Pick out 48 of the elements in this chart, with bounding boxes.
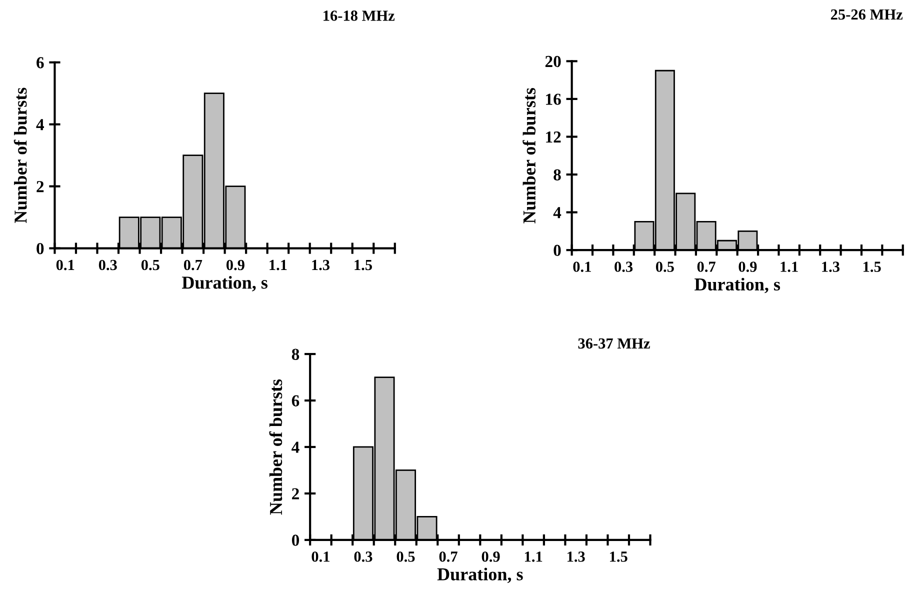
x-tick-label: 0.9 (226, 260, 244, 270)
x-tick-label: 0.7 (439, 552, 458, 562)
x-tick-label: 1.5 (354, 260, 372, 270)
x-tick-label: 0.5 (396, 552, 415, 562)
x-tick-label: 1.1 (270, 260, 287, 270)
y-tick-label: 2 (36, 181, 44, 192)
y-tick-label: 4 (292, 442, 300, 453)
x-tick-label: 1.5 (610, 552, 628, 562)
y-axis-title: Number of bursts (269, 379, 282, 515)
x-tick-label: 0.1 (56, 260, 74, 270)
x-tick-label: 0.5 (656, 262, 674, 272)
x-tick-label: 1.3 (312, 260, 330, 270)
y-tick-label: 8 (554, 169, 561, 180)
x-tick-label: 0.9 (482, 552, 500, 562)
x-tick-label: 0.1 (573, 262, 591, 272)
y-tick-label: 12 (546, 131, 561, 143)
y-tick-label: 8 (292, 348, 300, 360)
chart-title: 25-26 MHz (830, 9, 903, 20)
x-tick-label: 0.3 (614, 262, 633, 272)
x-tick-label: 0.9 (738, 262, 757, 272)
x-tick-label: 0.1 (312, 552, 330, 562)
x-tick-label: 1.1 (780, 262, 798, 272)
x-tick-label: 1.3 (822, 262, 840, 272)
x-tick-label: 1.3 (568, 552, 585, 562)
y-tick-label: 6 (292, 395, 300, 406)
y-tick-label: 20 (545, 56, 561, 68)
y-tick-label: 4 (553, 207, 562, 218)
x-tick-label: 0.3 (98, 260, 117, 270)
y-tick-label: 16 (546, 94, 561, 105)
x-tick-label: 0.3 (354, 552, 372, 562)
y-tick-label: 6 (36, 57, 44, 68)
chart-title: 16-18 MHz (324, 10, 395, 21)
y-tick-label: 0 (554, 244, 561, 256)
x-tick-label: 0.7 (697, 262, 716, 272)
y-tick-label: 4 (36, 119, 44, 130)
y-tick-label: 2 (292, 488, 299, 500)
x-tick-label: 1.1 (524, 552, 542, 562)
y-tick-label: 0 (36, 242, 44, 254)
y-tick-label: 0 (292, 534, 300, 546)
chart-title: 36-37 MHz (578, 338, 650, 349)
x-axis-title: Duration, s (182, 276, 268, 292)
y-axis-title: Number of bursts (14, 88, 27, 224)
x-tick-label: 0.5 (141, 260, 160, 270)
x-tick-label: 1.5 (864, 262, 881, 272)
x-tick-label: 0.7 (184, 260, 202, 270)
y-axis-title: Number of bursts (522, 88, 536, 224)
x-axis-title: Duration, s (694, 278, 780, 294)
x-axis-title: Duration, s (437, 568, 523, 584)
